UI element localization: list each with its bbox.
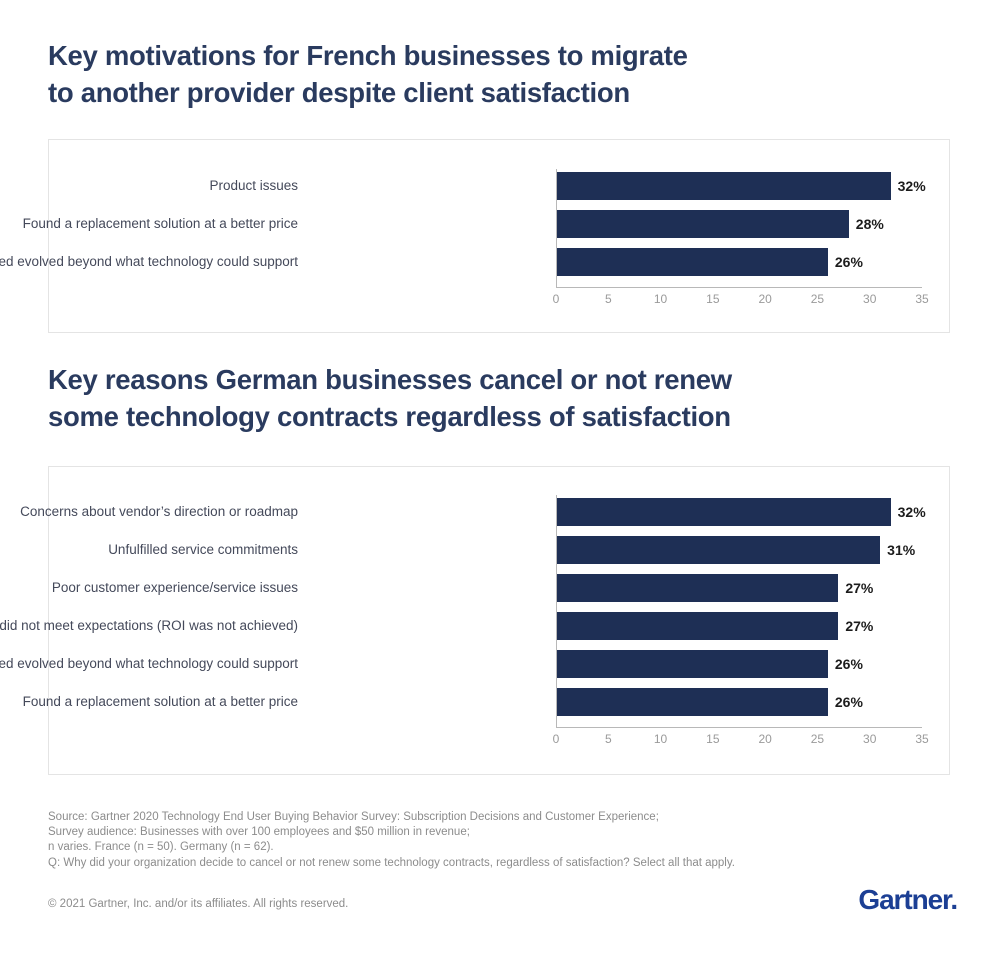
bar — [556, 248, 828, 276]
category-label: Concerns about vendor’s direction or roa… — [20, 504, 298, 519]
bar — [556, 688, 828, 716]
bar — [556, 498, 891, 526]
chart-1-card: Product issues 32% Found a replacement sol… — [0, 139, 950, 333]
chart-1-title-line-2: to another provider despite client satis… — [48, 76, 630, 108]
y-axis-line — [556, 495, 557, 727]
source-line-4: Q: Why did your organization decide to c… — [48, 856, 735, 869]
category-label: Unfulfilled service commitments — [108, 542, 298, 557]
bar-value-label: 27% — [845, 618, 874, 634]
category-label: Business/technical need evolved beyond w… — [0, 254, 298, 269]
bar — [556, 536, 881, 564]
bar-value-label: 28% — [855, 216, 884, 232]
category-label: Found a replacement solution at a better… — [22, 694, 298, 709]
chart-1-title: Key motivations for French businesses to… — [48, 38, 958, 111]
x-axis-tick-label: 10 — [653, 732, 668, 746]
bar — [556, 650, 828, 678]
x-axis-tick-label: 35 — [915, 732, 929, 746]
bar — [556, 210, 849, 238]
gartner-logo-text: Gartner — [858, 884, 951, 915]
category-label: Benefits/value did not meet expectations… — [0, 618, 298, 633]
x-axis-tick-label: 5 — [604, 732, 612, 746]
chart-2-title: Key reasons German businesses cancel or … — [48, 362, 958, 435]
x-axis-tick-label: 5 — [604, 292, 612, 306]
source-line-2: Survey audience: Businesses with over 10… — [48, 826, 470, 839]
x-axis-tick-label: 0 — [552, 732, 560, 746]
copyright-notice: © 2021 Gartner, Inc. and/or its affiliat… — [48, 898, 349, 910]
x-axis-tick-label: 30 — [863, 292, 877, 306]
chart-2-card: Concerns about vendor’s direction or roa… — [0, 466, 950, 775]
x-axis-tick-label: 20 — [758, 292, 772, 306]
source-line-3: n varies. France (n = 50). Germany (n = … — [48, 841, 274, 854]
x-axis-tick-label: 25 — [810, 292, 825, 306]
source-line-1: Source: Gartner 2020 Technology End User… — [48, 811, 659, 823]
x-axis-tick-label: 35 — [915, 292, 929, 306]
bar-value-label: 26% — [834, 254, 863, 270]
bar — [556, 612, 839, 640]
x-axis-tick-label: 20 — [758, 732, 772, 746]
chart-1-title-line-1: Key motivations for French businesses to… — [48, 40, 688, 71]
bar — [556, 172, 891, 200]
x-axis-tick-label: 10 — [653, 292, 668, 306]
category-label: Product issues — [209, 178, 298, 193]
category-label: Business/technical need evolved beyond w… — [0, 656, 298, 671]
bar-value-label: 26% — [834, 694, 863, 710]
bar-value-label: 32% — [897, 504, 926, 520]
category-label: Poor customer experience/service issues — [51, 580, 298, 595]
category-label: Found a replacement solution at a better… — [22, 216, 298, 231]
bar-value-label: 32% — [897, 178, 926, 194]
bar-value-label: 27% — [845, 580, 874, 596]
chart-2-title-line-2: some technology contracts regardless of … — [48, 400, 731, 432]
gartner-logo-mark: . — [950, 884, 958, 915]
x-axis-tick-label: 30 — [863, 732, 877, 746]
x-axis-tick-label: 0 — [552, 292, 560, 306]
gartner-logo: Gartner. — [858, 884, 958, 916]
bar-value-label: 31% — [887, 542, 916, 558]
x-axis-tick-label: 15 — [706, 732, 720, 746]
chart-1-plot: Product issues 32% Found a replacement sol… — [0, 140, 949, 332]
source-note: Source: Gartner 2020 Technology End User… — [48, 810, 735, 871]
y-axis-line — [556, 169, 557, 287]
bar — [556, 574, 839, 602]
chart-2-plot: Concerns about vendor’s direction or roa… — [0, 467, 949, 774]
chart-2-title-line-1: Key reasons German businesses cancel or … — [48, 364, 732, 395]
x-axis-line — [556, 287, 922, 288]
x-axis-line — [556, 727, 922, 728]
x-axis-tick-label: 15 — [706, 292, 720, 306]
bar-value-label: 26% — [834, 656, 863, 672]
x-axis-tick-label: 25 — [810, 732, 825, 746]
